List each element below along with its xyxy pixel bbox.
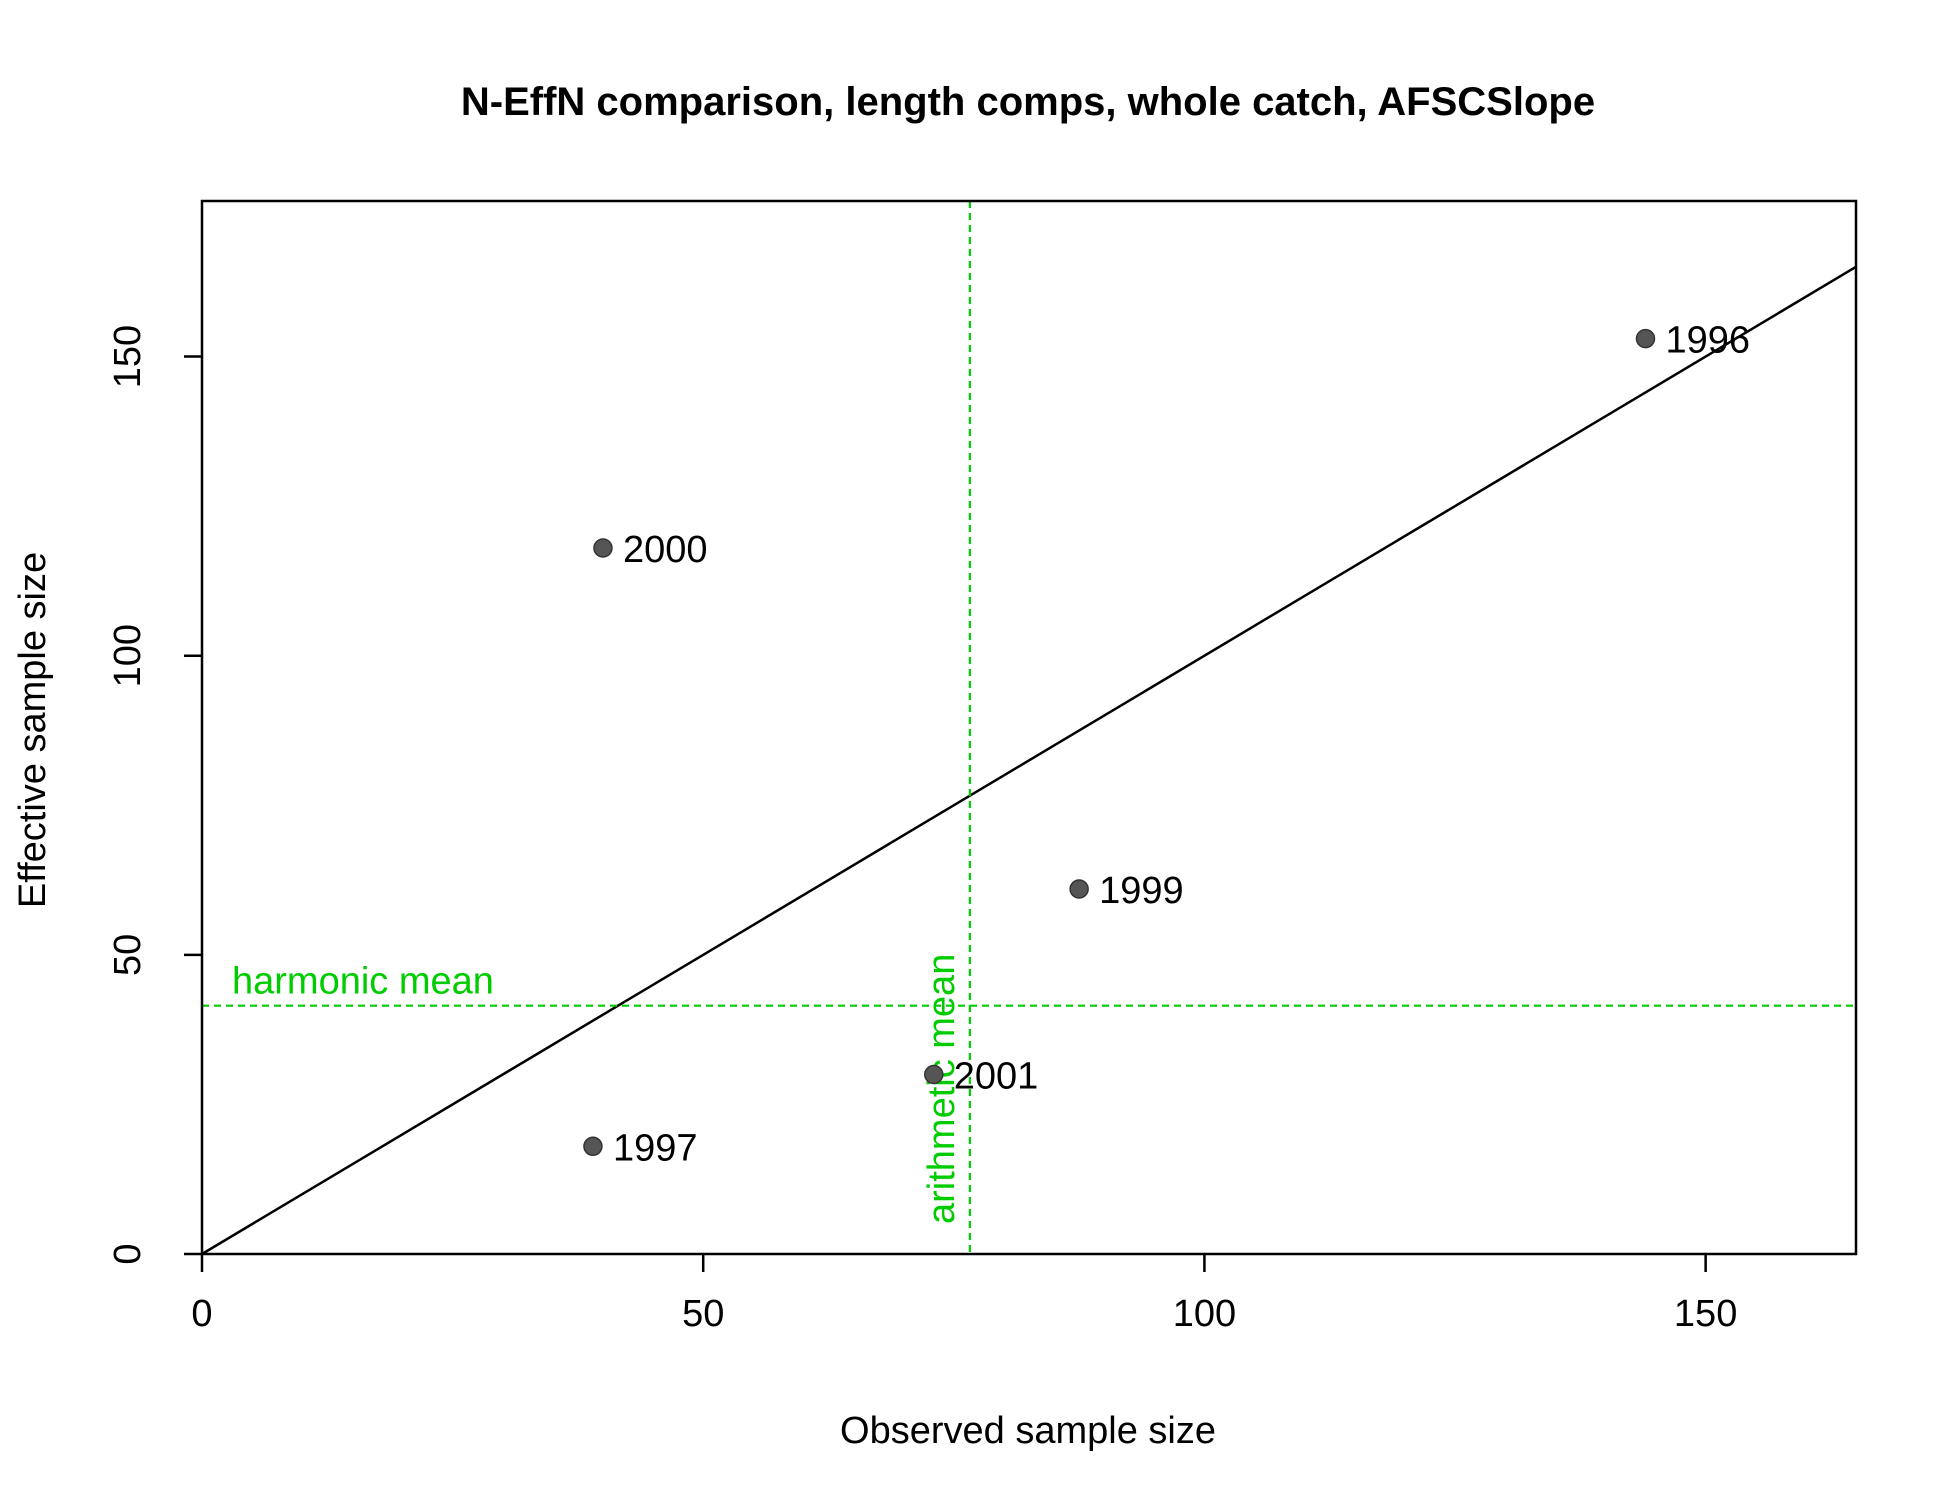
y-tick-label: 0 [107,1243,149,1264]
data-point [1635,328,1656,349]
arithmetic-mean-label: arithmetic mean [921,954,963,1224]
x-tick-label: 150 [1674,1293,1737,1335]
chart-title: N-EffN comparison, length comps, whole c… [461,80,1595,124]
x-tick-label: 0 [191,1293,212,1335]
data-point [924,1064,944,1085]
reference-lines: harmonic mean arithmetic mean [201,201,1857,1256]
data-points: 1996 2000 1999 2001 1997 [583,320,1750,1169]
data-point [583,1136,603,1157]
data-point-label: 1999 [1099,870,1184,912]
one-to-one-line [201,265,1857,1256]
x-axis-label: Observed sample size [840,1410,1216,1452]
data-point [1069,879,1089,899]
plot-frame [200,199,1858,1256]
data-point-label: 2001 [954,1056,1039,1098]
data-point [593,538,613,558]
harmonic-mean-label: harmonic mean [232,961,494,1003]
y-tick-label: 150 [107,325,149,388]
y-tick-label: 100 [107,624,149,687]
data-point-label: 1997 [613,1127,698,1169]
x-tick-label: 50 [682,1293,724,1335]
y-tick-label: 50 [107,934,149,976]
axis-ticks: 0 50 100 150 0 50 100 150 [107,325,1737,1335]
data-point-label: 2000 [623,529,708,571]
data-point-label: 1996 [1665,320,1750,362]
x-tick-label: 100 [1173,1293,1236,1335]
y-axis-label: Effective sample size [12,552,54,908]
